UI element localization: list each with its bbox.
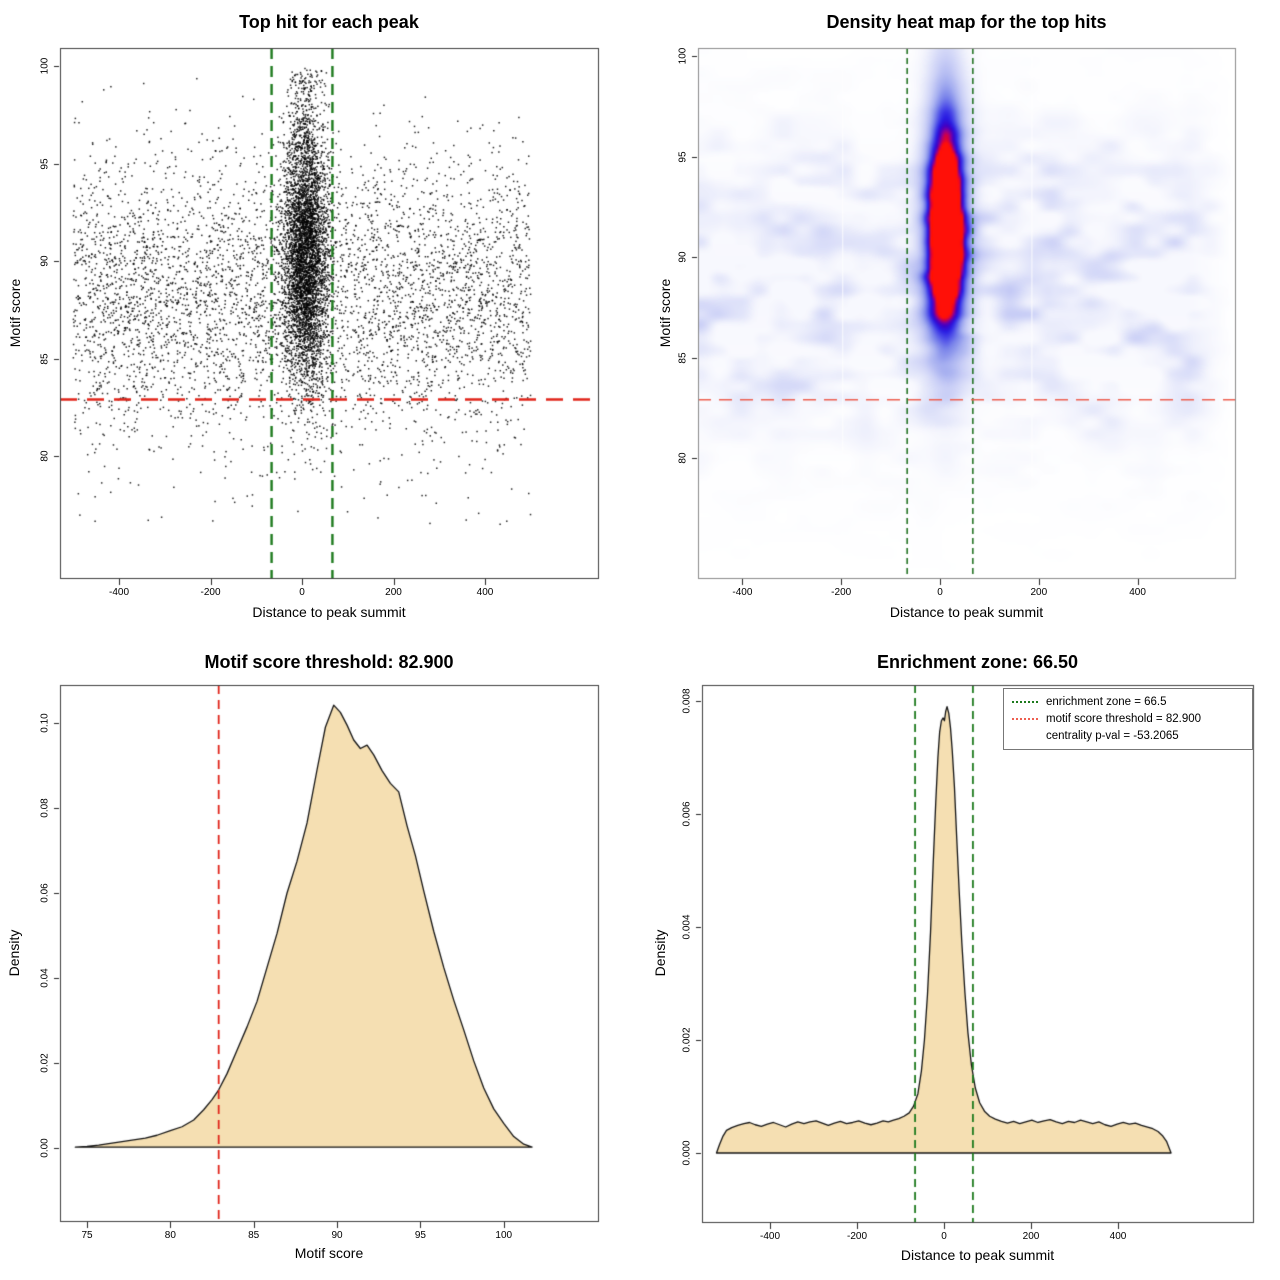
y-tick-label: 95 bbox=[677, 150, 689, 163]
x-tick-label: 400 bbox=[1109, 1231, 1127, 1242]
y-tick-label: 100 bbox=[677, 47, 689, 65]
y-axis-label: Density bbox=[6, 929, 22, 977]
x-axis-label: Motif score bbox=[294, 1245, 364, 1261]
x-tick-label: -400 bbox=[759, 1231, 781, 1242]
x-tick-label: 200 bbox=[385, 587, 402, 598]
x-axis-label: Distance to peak summit bbox=[900, 1247, 1055, 1263]
y-tick-label: 80 bbox=[677, 452, 689, 464]
panel-summit-distance-density: Enrichment zone: 66.50 Distance to peak … bbox=[640, 640, 1280, 1280]
x-tick-label: 200 bbox=[1022, 1231, 1040, 1242]
y-tick-label: 0.06 bbox=[39, 883, 51, 903]
y-tick-label: 90 bbox=[677, 251, 689, 263]
panel-title: Motif score threshold: 82.900 bbox=[204, 652, 454, 672]
legend-item-score-threshold: motif score threshold = 82.900 bbox=[1012, 712, 1244, 726]
legend: enrichment zone = 66.5 motif score thres… bbox=[1003, 688, 1253, 750]
y-tick-label: 85 bbox=[677, 351, 689, 364]
panel-density-heatmap: Density heat map for the top hits Distan… bbox=[640, 0, 1280, 640]
y-tick-label: 0.008 bbox=[681, 688, 693, 714]
x-tick-label: 0 bbox=[941, 1231, 947, 1242]
x-tick-label: 75 bbox=[81, 1230, 93, 1241]
y-tick-label: 85 bbox=[39, 352, 51, 365]
red-dotted-line-icon bbox=[1012, 718, 1038, 720]
y-tick-label: 0.004 bbox=[681, 914, 693, 940]
x-tick-label: -400 bbox=[108, 587, 130, 598]
legend-item-centrality-pval: centrality p-val = -53.2065 bbox=[1012, 729, 1244, 743]
x-tick-label: -200 bbox=[831, 587, 852, 598]
y-tick-label: 90 bbox=[39, 255, 51, 267]
y-tick-label: 0.006 bbox=[681, 801, 693, 827]
x-tick-label: 200 bbox=[1030, 587, 1048, 598]
y-tick-label: 80 bbox=[39, 450, 51, 462]
x-tick-label: 85 bbox=[248, 1230, 260, 1241]
heatmap-canvas bbox=[640, 0, 1280, 640]
y-tick-label: 0.002 bbox=[681, 1027, 693, 1053]
x-tick-label: -200 bbox=[200, 587, 221, 598]
x-tick-label: 80 bbox=[164, 1230, 176, 1241]
x-tick-label: 400 bbox=[1129, 587, 1146, 598]
y-axis-label: Motif score bbox=[657, 278, 673, 348]
x-tick-label: 95 bbox=[414, 1230, 426, 1241]
panel-title: Enrichment zone: 66.50 bbox=[876, 652, 1079, 672]
x-tick-label: -400 bbox=[732, 587, 753, 598]
legend-item-enrichment-zone: enrichment zone = 66.5 bbox=[1012, 695, 1244, 709]
x-axis-label: Distance to peak summit bbox=[252, 604, 406, 620]
y-tick-label: 0.000 bbox=[681, 1140, 693, 1166]
x-tick-label: 100 bbox=[495, 1230, 513, 1241]
panel-title: Density heat map for the top hits bbox=[826, 12, 1107, 32]
green-dotted-line-icon bbox=[1012, 701, 1038, 703]
y-tick-label: 0.02 bbox=[39, 1053, 51, 1073]
y-tick-label: 100 bbox=[39, 57, 51, 75]
scatter-plot-canvas bbox=[0, 0, 640, 640]
y-tick-label: 0.10 bbox=[39, 713, 51, 733]
y-axis-label: Density bbox=[652, 929, 668, 977]
x-axis-label: Distance to peak summit bbox=[889, 604, 1044, 620]
y-tick-label: 0.08 bbox=[39, 798, 51, 818]
panel-top-hit-scatter: Top hit for each peak Distance to peak s… bbox=[0, 0, 640, 640]
panel-motif-score-density: Motif score threshold: 82.900 Motif scor… bbox=[0, 640, 640, 1280]
x-tick-label: 0 bbox=[299, 587, 305, 598]
x-tick-label: 0 bbox=[937, 587, 943, 598]
legend-label: motif score threshold = 82.900 bbox=[1046, 713, 1202, 725]
legend-label: enrichment zone = 66.5 bbox=[1046, 696, 1167, 708]
score-density-canvas bbox=[0, 640, 640, 1280]
y-tick-label: 0.00 bbox=[39, 1138, 51, 1158]
y-tick-label: 0.04 bbox=[39, 968, 51, 988]
panel-title: Top hit for each peak bbox=[239, 12, 419, 32]
y-tick-label: 95 bbox=[39, 157, 51, 170]
legend-label: centrality p-val = -53.2065 bbox=[1046, 730, 1179, 742]
y-axis-label: Motif score bbox=[7, 278, 23, 348]
x-tick-label: 90 bbox=[331, 1230, 343, 1241]
x-tick-label: -200 bbox=[846, 1231, 868, 1242]
x-tick-label: 400 bbox=[476, 587, 494, 598]
